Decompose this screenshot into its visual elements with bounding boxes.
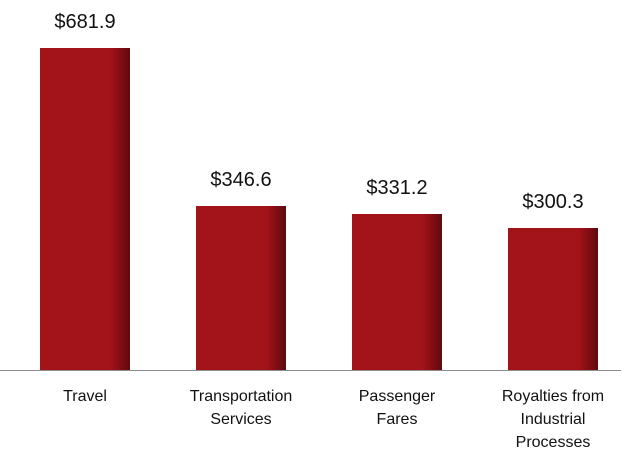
x-tick-label: Transportation Services — [189, 388, 293, 428]
x-tick-label: Travel — [63, 388, 107, 405]
bar — [508, 228, 598, 370]
bar — [352, 213, 442, 370]
value-label: $331.2 — [366, 176, 428, 199]
value-label: $346.6 — [210, 169, 272, 192]
bar — [40, 48, 130, 370]
x-tick-label: Royalties from Industrial Processes — [501, 388, 605, 451]
value-label: $300.3 — [522, 191, 584, 214]
x-tick-label: Passenger Fares — [358, 388, 436, 428]
value-label: $681.9 — [54, 11, 116, 33]
x-axis — [0, 370, 621, 371]
bar — [196, 206, 286, 370]
